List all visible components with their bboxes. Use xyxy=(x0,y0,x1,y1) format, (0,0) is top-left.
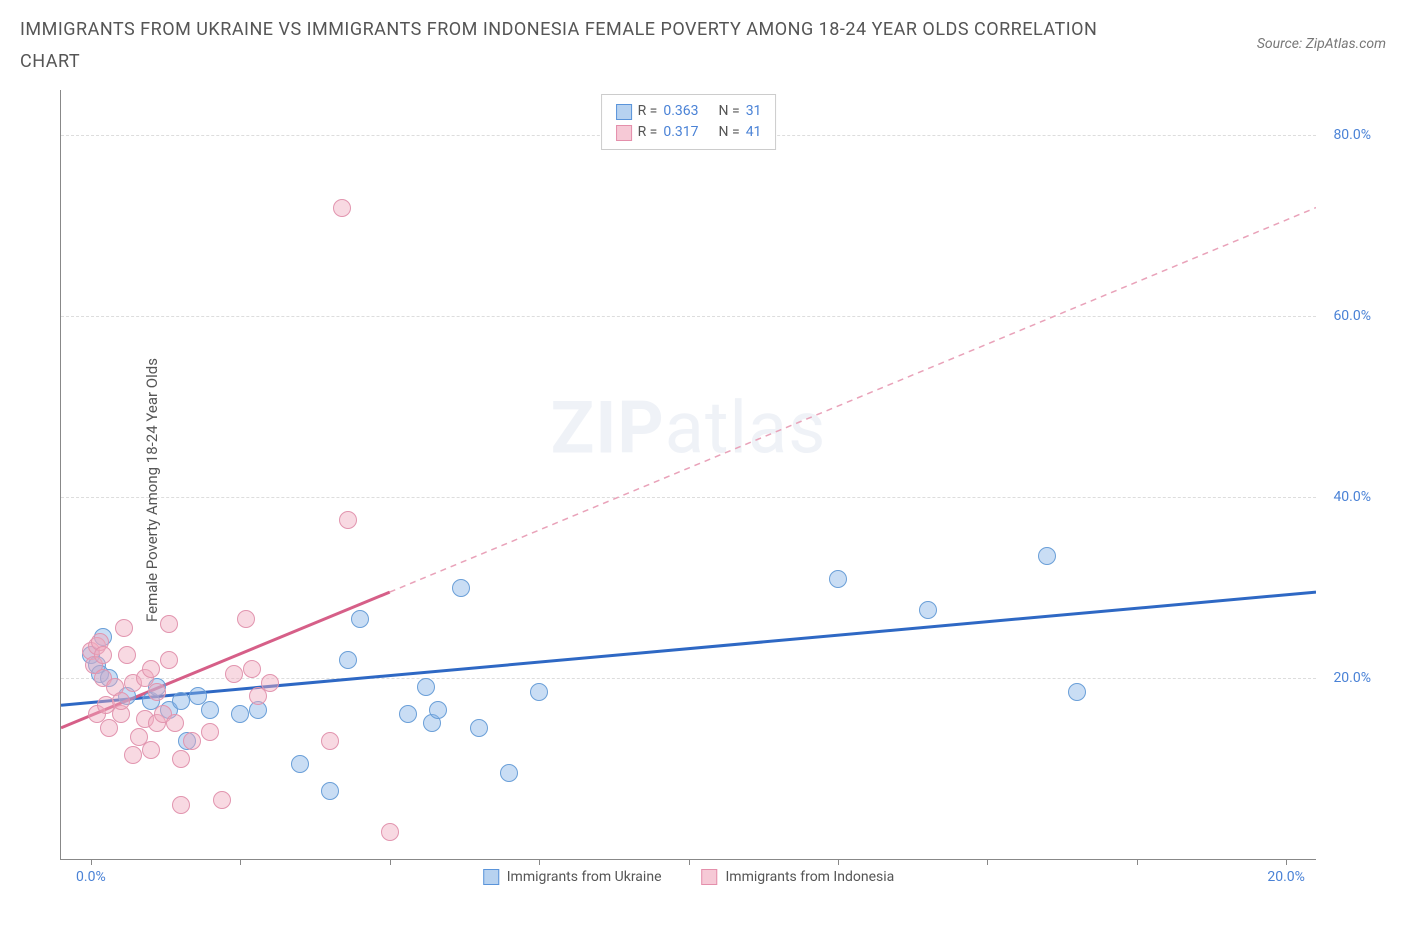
gridline xyxy=(61,497,1316,498)
legend-label: Immigrants from Indonesia xyxy=(726,869,895,885)
n-label: N = xyxy=(719,101,740,122)
data-point-indonesia xyxy=(112,692,130,710)
data-point-indonesia xyxy=(237,610,255,628)
legend-stats: R = 0.363 N = 31 R = 0.317 N = 41 xyxy=(601,94,777,150)
legend-label: Immigrants from Ukraine xyxy=(507,869,662,885)
data-point-ukraine xyxy=(530,683,548,701)
data-point-indonesia xyxy=(183,732,201,750)
data-point-ukraine xyxy=(919,601,937,619)
data-point-ukraine xyxy=(321,782,339,800)
y-tick-label: 80.0% xyxy=(1333,127,1371,143)
data-point-indonesia xyxy=(172,750,190,768)
y-tick-label: 20.0% xyxy=(1333,670,1371,686)
x-tick xyxy=(240,859,241,865)
data-point-ukraine xyxy=(829,570,847,588)
gridline xyxy=(61,316,1316,317)
data-point-ukraine xyxy=(172,692,190,710)
legend-swatch-ukraine xyxy=(616,104,632,120)
data-point-ukraine xyxy=(1068,683,1086,701)
source-credit: Source: ZipAtlas.com xyxy=(1257,36,1386,52)
x-tick xyxy=(1286,859,1287,865)
data-point-indonesia xyxy=(142,660,160,678)
chart-title: IMMIGRANTS FROM UKRAINE VS IMMIGRANTS FR… xyxy=(20,14,1120,79)
trend-lines-layer xyxy=(61,90,1316,859)
x-tick xyxy=(539,859,540,865)
r-label: R = xyxy=(638,101,658,122)
data-point-ukraine xyxy=(470,719,488,737)
data-point-ukraine xyxy=(417,678,435,696)
legend-item: Immigrants from Indonesia xyxy=(702,869,895,885)
x-tick xyxy=(838,859,839,865)
n-value: 41 xyxy=(746,122,762,143)
data-point-indonesia xyxy=(160,651,178,669)
legend-row: R = 0.363 N = 31 xyxy=(616,101,762,122)
data-point-indonesia xyxy=(118,646,136,664)
data-point-ukraine xyxy=(500,764,518,782)
data-point-indonesia xyxy=(148,683,166,701)
data-point-indonesia xyxy=(243,660,261,678)
x-tick-label: 20.0% xyxy=(1267,869,1305,885)
data-point-ukraine xyxy=(429,701,447,719)
x-tick xyxy=(390,859,391,865)
watermark-rest: atlas xyxy=(665,386,827,471)
y-tick-label: 60.0% xyxy=(1333,308,1371,324)
legend-item: Immigrants from Ukraine xyxy=(483,869,662,885)
data-point-indonesia xyxy=(160,615,178,633)
data-point-ukraine xyxy=(291,755,309,773)
x-tick xyxy=(91,859,92,865)
r-value: 0.317 xyxy=(663,122,698,143)
data-point-indonesia xyxy=(381,823,399,841)
legend-swatch-ukraine xyxy=(483,869,499,885)
n-label: N = xyxy=(719,122,740,143)
watermark: ZIPatlas xyxy=(551,386,827,471)
y-tick-label: 40.0% xyxy=(1333,489,1371,505)
data-point-indonesia xyxy=(339,511,357,529)
data-point-ukraine xyxy=(1038,547,1056,565)
legend-row: R = 0.317 N = 41 xyxy=(616,122,762,143)
watermark-bold: ZIP xyxy=(551,386,665,471)
r-label: R = xyxy=(638,122,658,143)
legend-swatch-indonesia xyxy=(702,869,718,885)
gridline xyxy=(61,678,1316,679)
data-point-ukraine xyxy=(201,701,219,719)
x-tick xyxy=(689,859,690,865)
r-value: 0.363 xyxy=(663,101,698,122)
data-point-indonesia xyxy=(115,619,133,637)
data-point-indonesia xyxy=(333,199,351,217)
data-point-indonesia xyxy=(321,732,339,750)
data-point-indonesia xyxy=(94,646,112,664)
data-point-indonesia xyxy=(213,791,231,809)
x-tick xyxy=(1137,859,1138,865)
data-point-indonesia xyxy=(201,723,219,741)
data-point-ukraine xyxy=(351,610,369,628)
data-point-indonesia xyxy=(142,741,160,759)
data-point-indonesia xyxy=(225,665,243,683)
data-point-ukraine xyxy=(231,705,249,723)
n-value: 31 xyxy=(746,101,762,122)
data-point-indonesia xyxy=(172,796,190,814)
plot-area: ZIPatlas R = 0.363 N = 31 R = 0.317 N = … xyxy=(60,90,1316,860)
x-tick-label: 0.0% xyxy=(76,869,106,885)
data-point-indonesia xyxy=(124,746,142,764)
data-point-indonesia xyxy=(261,674,279,692)
legend-swatch-indonesia xyxy=(616,125,632,141)
legend-series: Immigrants from Ukraine Immigrants from … xyxy=(483,869,895,885)
x-tick xyxy=(987,859,988,865)
data-point-ukraine xyxy=(339,651,357,669)
data-point-indonesia xyxy=(166,714,184,732)
data-point-ukraine xyxy=(452,579,470,597)
data-point-ukraine xyxy=(399,705,417,723)
